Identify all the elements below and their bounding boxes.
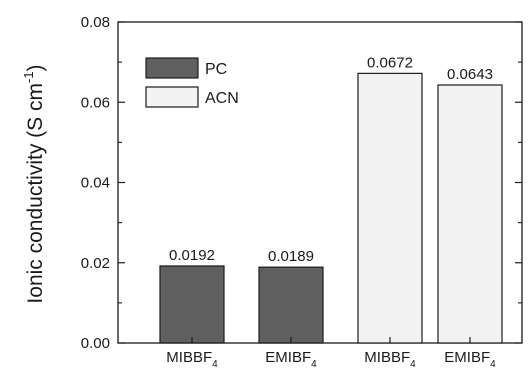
y-tick-label: 0.00 <box>81 335 110 352</box>
legend-swatch-acn <box>146 87 198 107</box>
bar-4 <box>438 85 502 343</box>
data-label-3: 0.0672 <box>367 54 413 71</box>
data-label-4: 0.0643 <box>447 66 493 83</box>
y-tick-label: 0.08 <box>81 14 110 31</box>
bar-3 <box>358 73 422 343</box>
legend: PC ACN <box>146 58 239 107</box>
data-label-1: 0.0192 <box>169 247 215 264</box>
y-axis-label: Ionic conductivity (S cm-1) <box>21 64 47 303</box>
bar-1 <box>160 266 224 343</box>
bar-2 <box>259 267 323 343</box>
legend-label-acn: ACN <box>205 90 239 107</box>
y-tick-label: 0.04 <box>81 175 110 192</box>
x-tick-label-4: EMIBF4 <box>444 349 496 370</box>
legend-label-pc: PC <box>205 61 227 78</box>
legend-swatch-pc <box>146 58 198 78</box>
y-tick-label: 0.06 <box>81 94 110 111</box>
x-tick-label-3: MIBBF4 <box>364 349 416 370</box>
bars <box>160 73 502 343</box>
x-tick-label-2: EMIBF4 <box>265 349 317 370</box>
data-label-2: 0.0189 <box>268 248 314 265</box>
x-tick-label-1: MIBBF4 <box>166 349 218 370</box>
y-tick-label: 0.02 <box>81 255 110 272</box>
